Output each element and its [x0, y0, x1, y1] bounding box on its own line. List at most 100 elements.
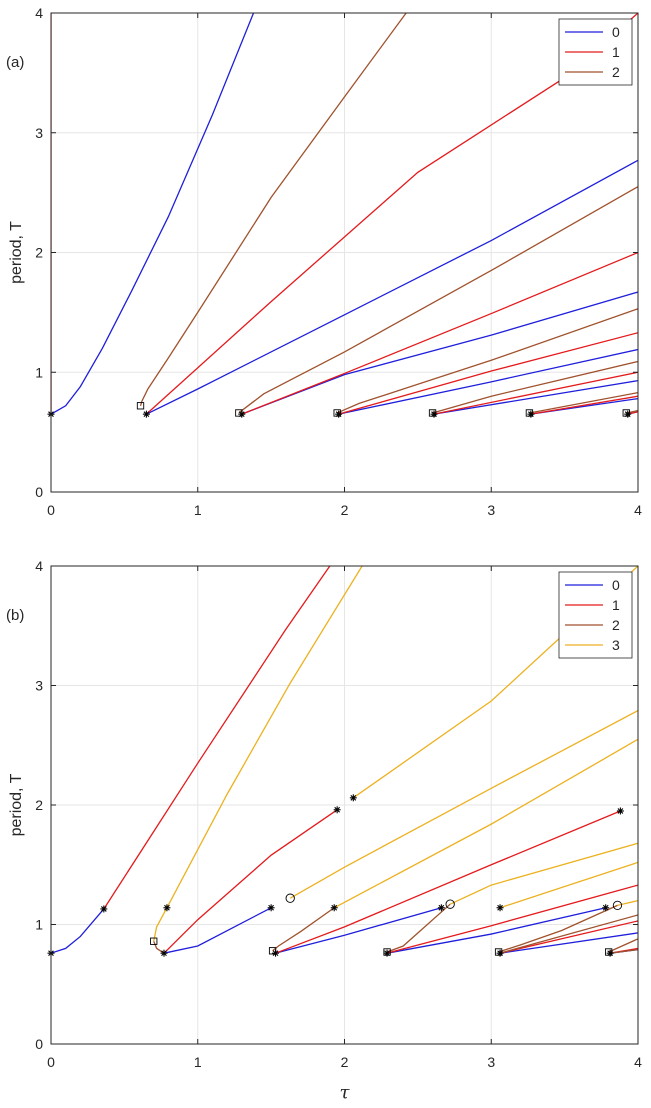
legend: 0 1 2 3	[558, 571, 633, 659]
series-2-curve	[139, 13, 407, 406]
star-marker	[602, 904, 610, 912]
y-tick-label: 3	[35, 678, 43, 694]
legend-label-0: 0	[612, 24, 620, 40]
x-axis-label: τ	[340, 1082, 351, 1103]
star-marker	[349, 794, 357, 802]
star-marker	[437, 904, 445, 912]
star-marker	[616, 807, 624, 815]
star-marker	[333, 806, 341, 814]
legend-box	[558, 571, 633, 659]
series-2-curve	[499, 914, 638, 954]
y-tick-label: 0	[35, 484, 43, 500]
series-0-curve	[499, 932, 638, 954]
y-tick-label: 4	[35, 558, 43, 574]
x-tick-label: 2	[341, 502, 349, 518]
circle-marker	[285, 893, 295, 903]
square-marker	[333, 409, 341, 417]
star-marker	[100, 905, 108, 913]
series-2-curve	[386, 903, 451, 953]
legend-label-2: 2	[612, 617, 620, 633]
series-1-curve	[433, 371, 638, 415]
star-marker	[163, 904, 171, 912]
legend-label-0: 0	[612, 577, 620, 593]
series-0-curve	[433, 379, 638, 415]
y-tick-label: 2	[35, 245, 43, 261]
x-tick-label: 3	[487, 1054, 495, 1070]
series-2-curve	[610, 948, 638, 954]
y-tick-label: 1	[35, 917, 43, 933]
y-axis-label: period, T	[8, 773, 25, 836]
series-0-curve	[146, 159, 638, 415]
series-1-curve	[386, 884, 638, 954]
series-3-curve	[617, 899, 638, 907]
series-1-curve	[163, 809, 338, 954]
series-0-curve	[275, 907, 442, 954]
series-0-curve	[386, 907, 606, 954]
square-marker	[136, 402, 145, 410]
legend-label-1: 1	[612, 597, 620, 613]
panel-label: (b)	[6, 607, 24, 624]
square-marker	[605, 948, 613, 956]
curves	[51, 13, 638, 415]
x-tick-label: 0	[47, 1054, 55, 1070]
series-2-curve	[432, 360, 638, 414]
y-tick-label: 3	[35, 125, 43, 141]
y-tick-label: 1	[35, 364, 43, 380]
series-2-curve	[153, 940, 165, 954]
series-0-curve	[51, 13, 255, 415]
curves	[51, 566, 638, 954]
y-tick-label: 4	[35, 5, 43, 21]
series-2-curve	[498, 904, 618, 953]
star-marker	[267, 904, 275, 912]
legend-label-2: 2	[612, 64, 620, 80]
square-marker	[268, 947, 277, 955]
series-1-curve	[275, 810, 621, 954]
x-tick-label: 4	[634, 502, 642, 518]
series-3-curve	[153, 566, 363, 942]
star-marker	[496, 904, 504, 912]
series-2-curve	[336, 308, 638, 414]
series-3-curve	[499, 861, 638, 909]
series-3-curve	[289, 710, 638, 899]
x-tick-label: 0	[47, 502, 55, 518]
series-2-curve	[608, 938, 638, 953]
series-2-curve	[529, 391, 638, 414]
x-tick-label: 2	[341, 1054, 349, 1070]
x-tick-label: 3	[487, 502, 495, 518]
y-tick-label: 2	[35, 797, 43, 813]
legend-label-1: 1	[612, 44, 620, 60]
circle-marker	[612, 900, 623, 911]
series-1-curve	[241, 251, 638, 415]
series-1-curve	[530, 395, 638, 415]
panel-label: (a)	[6, 54, 24, 71]
series-3-curve	[449, 842, 638, 905]
square-marker	[428, 409, 437, 417]
legend: 0 1 2	[558, 18, 633, 86]
series-1-curve	[499, 920, 638, 954]
square-marker	[383, 948, 391, 956]
square-marker	[150, 937, 158, 945]
panel-b: 0 1 2 3 4 0 1 2 3 4 period, T τ (b) 0 1 2 3	[6, 558, 642, 1103]
series-3-curve	[333, 738, 638, 909]
y-axis-label: period, T	[8, 221, 25, 284]
legend-label-3: 3	[612, 637, 620, 653]
x-tick-label: 1	[194, 1054, 202, 1070]
square-marker	[525, 409, 534, 417]
star-marker	[160, 949, 168, 957]
series-0-curve	[51, 908, 105, 954]
x-tick-label: 1	[194, 502, 202, 518]
star-marker	[330, 904, 338, 912]
square-marker	[494, 948, 503, 956]
x-tick-label: 4	[634, 1054, 642, 1070]
panel-a: 0 1 2 3 4 0 1 2 3 4 period, T (a) 0 1 2	[6, 5, 642, 518]
square-marker	[622, 409, 630, 417]
y-tick-label: 0	[35, 1036, 43, 1052]
series-0-curve	[163, 907, 272, 954]
series-1-curve	[338, 332, 638, 415]
series-0-curve	[338, 348, 638, 415]
series-1-curve	[103, 566, 331, 910]
star-marker	[142, 410, 150, 418]
square-marker	[235, 409, 243, 417]
circle-marker	[445, 899, 455, 909]
